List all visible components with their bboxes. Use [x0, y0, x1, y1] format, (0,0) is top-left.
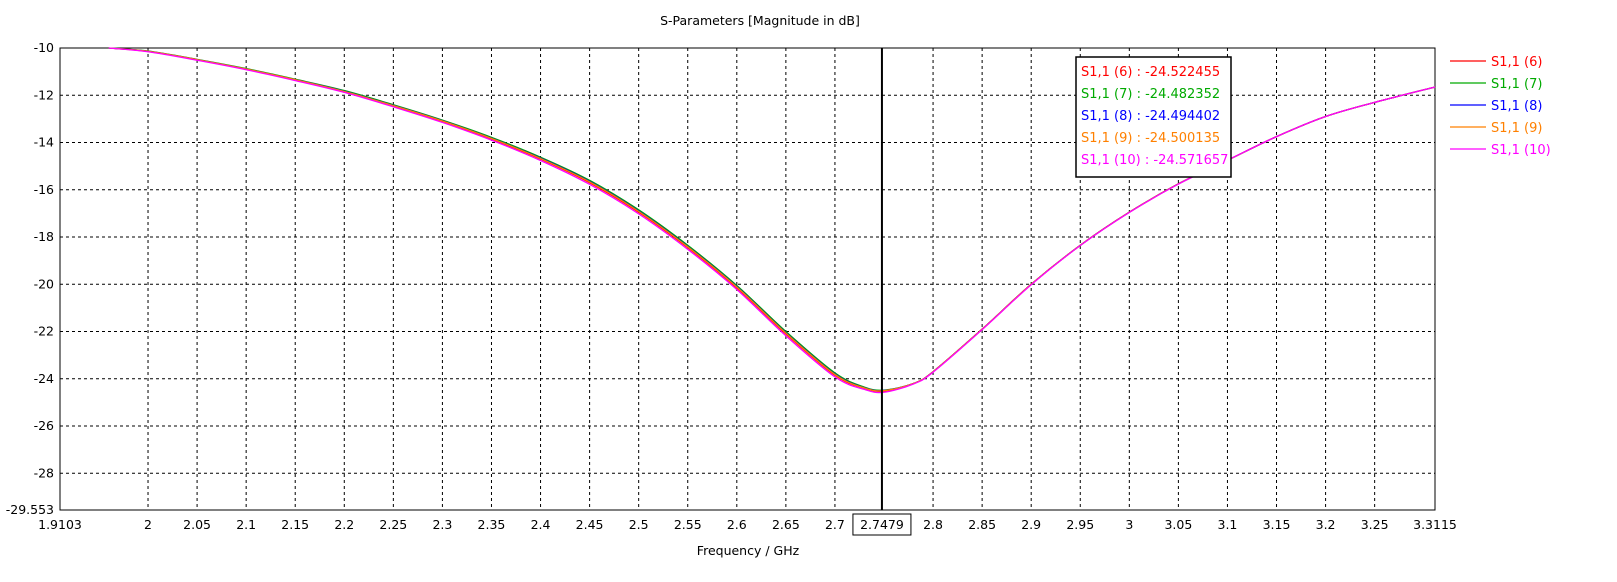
legend-entry[interactable]: S1,1 (7)	[1491, 77, 1542, 92]
y-tick-label: -18	[34, 229, 54, 244]
x-tick-label: 2.35	[478, 517, 506, 532]
x-tick-label: 3.15	[1263, 517, 1291, 532]
x-tick-label: 3.1	[1218, 517, 1238, 532]
x-tick-label: 2.25	[379, 517, 407, 532]
x-tick-label: 2.2	[334, 517, 354, 532]
y-axis-ticks: -10 -12 -14 -16 -18 -20 -22 -24 -26 -28 -29.553	[6, 40, 54, 517]
series-layer	[108, 47, 1436, 394]
legend-entry[interactable]: S1,1 (10)	[1491, 143, 1551, 158]
marker-readout-box	[1075, 56, 1232, 178]
marker-readout-text: S1,1 (8) : -24.494402	[1081, 109, 1220, 124]
x-tick-label: 2.5	[629, 517, 649, 532]
x-tick-label: 3.05	[1164, 517, 1192, 532]
x-tick-label: 2.05	[183, 517, 211, 532]
series-line-5	[108, 47, 1436, 394]
x-axis-ticks: 1.9103 2 2.05 2.1 2.15 2.2 2.25 2.3 2.35 2.4 2.45 2…	[38, 517, 1457, 532]
x-tick-label: 2.6	[727, 517, 747, 532]
x-axis-label: Frequency / GHz	[697, 543, 800, 558]
x-tick-label: 2.45	[576, 517, 604, 532]
x-tick-label: 1.9103	[38, 517, 82, 532]
series-line-3	[108, 47, 1436, 392]
plot-frame	[59, 47, 1436, 511]
legend-entry[interactable]: S1,1 (8)	[1491, 99, 1542, 114]
x-tick-label: 2.8	[923, 517, 943, 532]
x-tick-label: 2.7	[825, 517, 845, 532]
marker-readout-text: S1,1 (6) : -24.522455	[1081, 65, 1220, 80]
series-line-1	[108, 47, 1436, 392]
y-tick-label: -16	[34, 182, 54, 197]
marker-readout-text: S1,1 (7) : -24.482352	[1081, 87, 1220, 102]
y-tick-label: -29.553	[6, 502, 54, 517]
x-tick-label: 2.15	[281, 517, 309, 532]
marker-x-label: 2.7479	[860, 517, 904, 532]
x-tick-label: 2	[144, 517, 152, 532]
y-tick-label: -20	[34, 276, 54, 291]
grid-layer	[60, 48, 1435, 510]
legend-entry[interactable]: S1,1 (9)	[1491, 121, 1542, 136]
legend[interactable]: S1,1 (6) S1,1 (7) S1,1 (8) S1,1 (9) S1,1 (10…	[1450, 55, 1551, 158]
y-tick-label: -12	[34, 87, 54, 102]
x-tick-label: 3.3115	[1413, 517, 1457, 532]
x-tick-label: 3	[1125, 517, 1133, 532]
marker-x-label-box	[852, 513, 912, 536]
y-tick-label: -22	[34, 324, 54, 339]
x-tick-label: 2.65	[772, 517, 800, 532]
x-tick-label: 3.2	[1316, 517, 1336, 532]
x-tick-label: 2.4	[531, 517, 551, 532]
y-tick-label: -24	[34, 371, 54, 386]
series-line-2	[108, 47, 1436, 391]
legend-entry[interactable]: S1,1 (6)	[1491, 55, 1542, 70]
y-tick-label: -10	[34, 40, 54, 55]
x-tick-label: 2.3	[432, 517, 452, 532]
y-tick-label: -14	[34, 135, 54, 150]
marker-readout-text: S1,1 (9) : -24.500135	[1081, 131, 1220, 146]
x-tick-label: 2.9	[1021, 517, 1041, 532]
y-tick-label: -26	[34, 418, 54, 433]
y-tick-label: -28	[34, 465, 54, 480]
x-tick-label: 2.85	[968, 517, 996, 532]
x-tick-label: 3.25	[1361, 517, 1389, 532]
x-tick-label: 2.95	[1066, 517, 1094, 532]
x-tick-label: 2.1	[236, 517, 256, 532]
marker-readout-text: S1,1 (10) : -24.571657	[1081, 153, 1228, 168]
marker-layer[interactable]: S1,1 (6) : -24.522455 S1,1 (7) : -24.4823…	[852, 48, 1232, 536]
chart-title: S-Parameters [Magnitude in dB]	[660, 13, 860, 28]
x-tick-label: 2.55	[674, 517, 702, 532]
series-line-4	[108, 47, 1436, 392]
